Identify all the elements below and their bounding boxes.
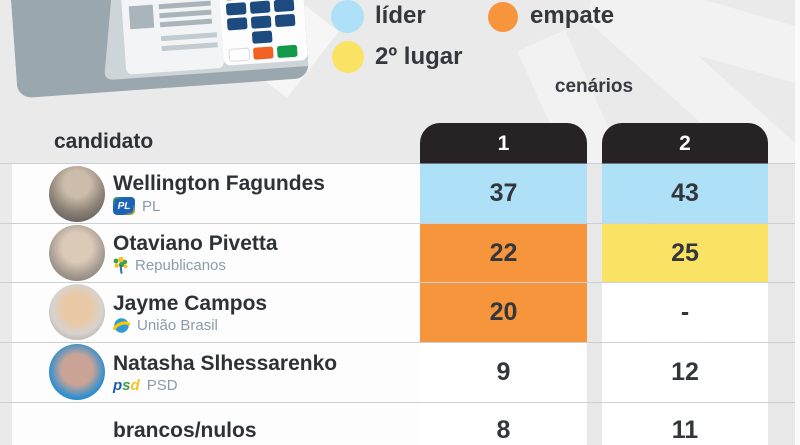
legend-swatch-empate: [488, 2, 518, 32]
candidate-name: Wellington Fagundes: [113, 172, 325, 195]
scenario-cell: 20: [420, 283, 587, 342]
avatar: [49, 344, 105, 400]
scenario-cell: 12: [602, 343, 768, 402]
republicanos-logo-icon: [113, 257, 128, 274]
uniao-brasil-logo-icon: [113, 317, 130, 333]
candidate-info: Wellington Fagundes PL PL: [113, 164, 325, 223]
scenario-cell: 11: [602, 403, 768, 445]
row-divider: [0, 223, 795, 224]
candidate-info: Jayme Campos União Brasil: [113, 283, 267, 342]
legend-label-empate: empate: [530, 2, 615, 29]
candidate-info: brancos/nulos: [113, 403, 257, 445]
scenarios-title: cenários: [554, 76, 634, 97]
party-name: PSD: [146, 376, 178, 394]
candidate-info: Otaviano Pivetta Republicanos: [113, 224, 278, 282]
party-name: PL: [142, 197, 161, 215]
legend-label-segundo: 2º lugar: [375, 43, 463, 70]
party-name: União Brasil: [137, 316, 218, 334]
pl-logo-icon: PL: [113, 197, 135, 215]
legend-label-lider: líder: [375, 2, 426, 29]
party-name: Republicanos: [135, 257, 226, 274]
scenario-cell: 25: [602, 224, 768, 282]
scenario-cell: 37: [420, 164, 587, 223]
scenario-cell: 8: [420, 403, 587, 445]
candidate-name: brancos/nulos: [113, 419, 257, 442]
voting-machine-icon: [7, 0, 309, 98]
avatar: [49, 284, 105, 340]
avatar: [49, 225, 105, 281]
row-divider: [0, 282, 795, 283]
scenario-2-header: 2: [602, 123, 768, 164]
scenario-cell: -: [602, 283, 768, 342]
scenario-1-header: 1: [420, 123, 587, 164]
column-gutter: [768, 163, 795, 445]
candidate-name: Jayme Campos: [113, 291, 268, 315]
row-divider: [0, 402, 795, 403]
row-divider: [0, 163, 795, 164]
scenario-cell: 22: [420, 224, 587, 282]
scenario-cell: 9: [420, 343, 587, 402]
image-edge: [795, 0, 800, 445]
scenario-cell: 43: [602, 164, 768, 223]
legend-swatch-segundo: [332, 41, 364, 73]
candidate-name: Otaviano Pivetta: [113, 232, 278, 255]
legend-swatch-lider: [331, 0, 364, 33]
avatar: [49, 166, 105, 222]
column-gutter: [587, 163, 602, 445]
row-divider: [0, 342, 795, 343]
candidate-column-header: candidato: [54, 130, 154, 153]
candidate-name: Natasha Slhessarenko: [113, 351, 338, 375]
